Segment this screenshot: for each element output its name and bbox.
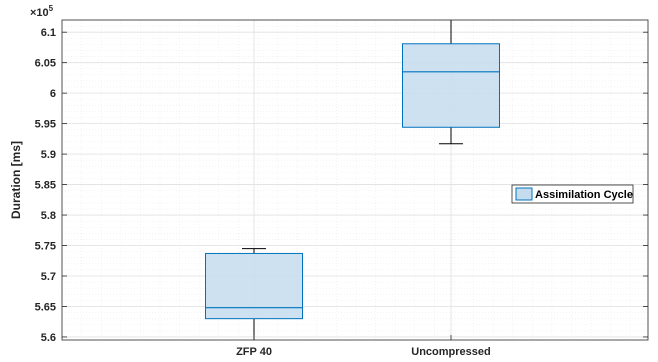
legend-label: Assimilation Cycle (535, 189, 633, 201)
box-series (205, 20, 500, 340)
y-tick-label: 6 (50, 88, 56, 100)
y-axis-title: Duration [ms] (9, 141, 23, 219)
x-tick-label: Uncompressed (411, 346, 490, 358)
legend-box: Assimilation Cycle (511, 184, 634, 204)
box-uncompressed (402, 20, 500, 145)
legend: Assimilation Cycle (511, 184, 634, 204)
y-tick-label: 5.6 (41, 332, 56, 344)
y-tick-label: 6.05 (35, 58, 56, 70)
axes: 5.6 5.65 5.7 5.75 5.8 5.85 5.9 5.95 6 6.05 6.1 ZFP … (9, 4, 649, 358)
box-body (205, 252, 303, 320)
box-body (402, 43, 500, 128)
box-zfp-40 (205, 248, 303, 340)
y-tick-label: 5.95 (35, 119, 56, 131)
y-exponent-base: ×10 (30, 7, 49, 19)
y-tick-label: 5.7 (41, 271, 56, 283)
y-tick-label: 5.9 (41, 149, 56, 161)
y-tick-label: 5.65 (35, 301, 56, 313)
y-tick-label: 5.85 (35, 180, 56, 192)
legend-swatch (515, 187, 533, 201)
y-exponent-label: ×105 (30, 4, 54, 19)
y-tick-label: 5.8 (41, 210, 56, 222)
y-exponent-power: 5 (49, 4, 54, 13)
plot-frame (61, 19, 649, 341)
legend-frame (511, 184, 634, 204)
y-tick-label: 6.1 (41, 27, 56, 39)
grid-lines (62, 19, 648, 340)
y-tick-label: 5.75 (35, 241, 56, 253)
x-tick-label: ZFP 40 (236, 346, 272, 358)
